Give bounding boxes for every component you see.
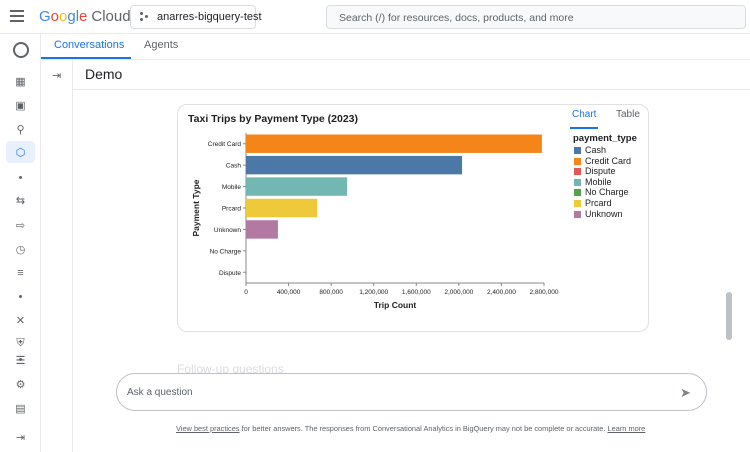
project-name: anarres-bigquery-test bbox=[157, 11, 262, 23]
search-bar[interactable]: Search (/) for resources, docs, products… bbox=[326, 5, 746, 29]
y-tick-label: Dispute bbox=[219, 270, 241, 277]
send-icon[interactable]: ➤ bbox=[680, 385, 691, 400]
x-tick-label: 1,200,000 bbox=[359, 289, 388, 296]
legend-label: Dispute bbox=[585, 166, 616, 177]
bar-chart: Credit Card Cash Mobile Prcard Unknown No Cha… bbox=[191, 133, 559, 310]
legend-item: Cash bbox=[573, 145, 648, 156]
release-notes-icon[interactable]: ▤ bbox=[15, 403, 26, 415]
disclaimer-text: for better answers. The responses from C… bbox=[239, 424, 608, 433]
rail-active-highlight bbox=[6, 141, 35, 163]
history-icon[interactable]: ◷ bbox=[15, 244, 26, 256]
menu-icon[interactable] bbox=[10, 10, 24, 22]
expand-panel-icon[interactable]: ⇥ bbox=[52, 70, 62, 82]
settings-gear-icon[interactable]: ⚙ bbox=[15, 379, 26, 391]
title-divider bbox=[73, 89, 750, 90]
tab-table[interactable]: Table bbox=[616, 109, 640, 120]
chart-view-tabs: Chart Table bbox=[570, 109, 648, 129]
legend-swatch bbox=[574, 157, 581, 165]
jobs-list-icon[interactable]: ≡ bbox=[17, 267, 24, 279]
legend-label: Credit Card bbox=[585, 155, 632, 166]
active-tab-indicator bbox=[41, 57, 131, 59]
shield-icon[interactable]: ⛨ bbox=[16, 337, 25, 349]
explorer-icon[interactable]: ▣ bbox=[15, 100, 26, 112]
x-tick-label: 0 bbox=[244, 289, 248, 296]
x-tick-label: 1,600,000 bbox=[402, 289, 431, 296]
legend-label: Prcard bbox=[585, 197, 612, 208]
chart-tab-indicator bbox=[570, 127, 598, 129]
page-title: Demo bbox=[85, 66, 123, 82]
chart-legend: payment_type Cash Credit Card Dispute Mobil… bbox=[573, 133, 648, 220]
chart-card: Taxi Trips by Payment Type (2023) Chart … bbox=[177, 104, 649, 332]
follow-up-heading: Follow-up questions bbox=[177, 362, 284, 376]
expand-rail-icon[interactable]: ⇥ bbox=[15, 432, 26, 444]
legend-label: No Charge bbox=[585, 187, 629, 198]
bar bbox=[246, 198, 318, 218]
dot-separator-icon-2: • bbox=[18, 291, 23, 303]
x-axis-title: Trip Count bbox=[374, 300, 417, 310]
bigquery-logo-icon[interactable] bbox=[0, 42, 41, 62]
scrollbar-thumb[interactable] bbox=[726, 292, 732, 340]
tab-agents[interactable]: Agents bbox=[144, 39, 179, 51]
tab-chart[interactable]: Chart bbox=[572, 109, 597, 120]
legend-item: Prcard bbox=[573, 197, 648, 209]
legend-item: Credit Card bbox=[573, 155, 648, 167]
y-axis-title: Payment Type bbox=[191, 179, 201, 236]
x-tick-label: 2,400,000 bbox=[487, 289, 516, 296]
search-placeholder: Search (/) for resources, docs, products… bbox=[339, 12, 574, 24]
legend-item: Mobile bbox=[573, 176, 648, 188]
tab-conversations[interactable]: Conversations bbox=[54, 39, 125, 51]
logo-cloud-text: Cloud bbox=[91, 8, 131, 25]
x-tick-label: 2,000,000 bbox=[444, 289, 473, 296]
legend-swatch bbox=[574, 189, 581, 197]
dot-separator-icon: • bbox=[18, 172, 23, 184]
x-tick-label: 800,000 bbox=[319, 289, 343, 296]
y-tick-label: Unknown bbox=[214, 227, 241, 234]
tabs-row: Conversations Agents bbox=[41, 34, 750, 60]
ask-question-box[interactable]: ➤ bbox=[116, 373, 707, 411]
dot-separator-icon-3: • bbox=[18, 354, 23, 366]
legend-swatch bbox=[574, 178, 581, 186]
y-tick-label: Credit Card bbox=[208, 141, 242, 148]
bar bbox=[246, 155, 463, 175]
bar bbox=[246, 177, 348, 196]
y-tick-label: No Charge bbox=[210, 248, 242, 255]
legend-title: payment_type bbox=[573, 133, 637, 144]
best-practices-link[interactable]: View best practices bbox=[176, 424, 240, 433]
left-rail: ▦ ▣ ⚲ ⬡ • ⇆ ⇨ ◷ ≡ • ✕ ⛨ • ☰ ⚙ ▤ ⇥ bbox=[0, 34, 41, 452]
google-cloud-logo[interactable]: Google Cloud bbox=[39, 8, 131, 25]
legend-item: Unknown bbox=[573, 208, 648, 220]
tools-icon[interactable]: ✕ bbox=[15, 315, 26, 327]
y-tick-label: Mobile bbox=[222, 184, 242, 191]
conversation-list-panel: ⇥ bbox=[41, 60, 73, 452]
logo-google-text: Google bbox=[39, 8, 88, 25]
top-bar: Google Cloud anarres-bigquery-test Search… bbox=[0, 0, 750, 34]
legend-swatch bbox=[574, 168, 581, 176]
y-tick-label: Prcard bbox=[222, 206, 242, 213]
conversational-analytics-icon[interactable]: ⬡ bbox=[15, 147, 26, 159]
legend-swatch bbox=[574, 199, 581, 207]
project-icon bbox=[140, 12, 150, 22]
legend-swatch bbox=[574, 210, 581, 218]
chart-title: Taxi Trips by Payment Type (2023) bbox=[188, 113, 359, 125]
project-picker[interactable]: anarres-bigquery-test bbox=[130, 5, 262, 29]
dashboard-grid-icon[interactable]: ▦ bbox=[15, 76, 26, 88]
legend-label: Cash bbox=[585, 145, 607, 155]
disclaimer-footer: View best practices for better answers. … bbox=[176, 424, 645, 433]
hierarchy-icon[interactable]: ☰ bbox=[15, 355, 26, 367]
legend-swatch bbox=[574, 147, 581, 154]
bar bbox=[246, 134, 542, 153]
bar bbox=[246, 220, 278, 239]
learn-more-link[interactable]: Learn more bbox=[607, 424, 646, 433]
transfers-icon[interactable]: ⇆ bbox=[15, 195, 26, 207]
legend-item: Dispute bbox=[573, 166, 648, 177]
legend-label: Mobile bbox=[585, 176, 612, 187]
pipeline-icon[interactable]: ⇨ bbox=[15, 220, 26, 232]
search-icon[interactable]: ⚲ bbox=[16, 124, 25, 136]
legend-item: No Charge bbox=[573, 187, 648, 198]
y-tick-label: Cash bbox=[226, 163, 242, 170]
legend-label: Unknown bbox=[585, 208, 623, 219]
x-tick-label: 2,800,000 bbox=[530, 289, 559, 296]
ask-question-input[interactable] bbox=[127, 383, 667, 401]
x-tick-label: 400,000 bbox=[277, 289, 301, 296]
